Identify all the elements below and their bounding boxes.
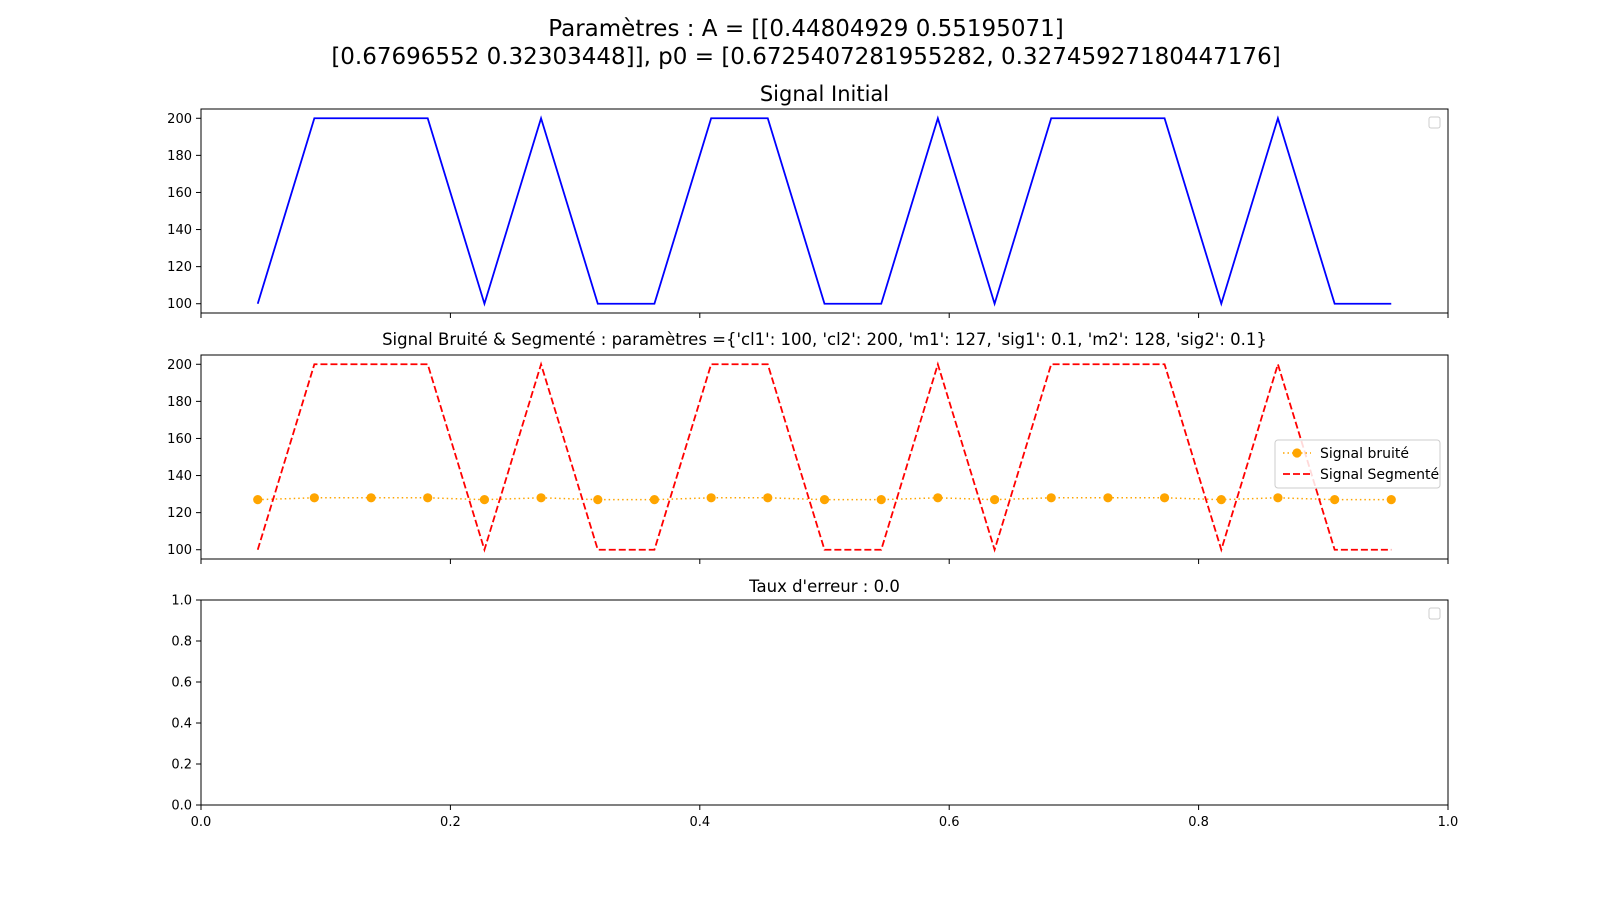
axes-frame (200, 354, 1449, 560)
x-tick-label: 1.0 (1438, 815, 1459, 830)
y-tick-label: 180 (167, 149, 192, 164)
y-tick-label: 200 (167, 358, 192, 373)
data-point (253, 495, 263, 505)
y-tick-label: 0.8 (171, 635, 192, 650)
y-tick-label: 120 (167, 260, 192, 275)
y-tick-label: 200 (167, 112, 192, 127)
y-tick-label: 0.0 (171, 799, 192, 814)
data-point (593, 495, 603, 505)
legend-box (1274, 439, 1441, 489)
data-point (1216, 495, 1226, 505)
data-point (1273, 493, 1283, 503)
data-point (309, 493, 319, 503)
axes-signal-bruite-segmente: Signal Bruité & Segmenté : paramètres ={… (167, 330, 1449, 564)
data-point (1386, 495, 1396, 505)
series-line-signal-segment- (256, 361, 1392, 553)
legend-swatch-marker (1292, 448, 1302, 458)
axes-frame (200, 108, 1449, 314)
legend-label: Signal Segmenté (1320, 467, 1439, 483)
data-point (366, 493, 376, 503)
suptitle-line-1: Paramètres : A = [[0.44804929 0.55195071… (548, 16, 1063, 42)
data-point (763, 493, 773, 503)
axes-frame (200, 599, 1449, 806)
legend-box-empty (1428, 607, 1441, 620)
y-tick-label: 1.0 (171, 594, 192, 609)
x-tick-label: 0.6 (939, 815, 960, 830)
y-tick-label: 100 (167, 297, 192, 312)
data-point (423, 493, 433, 503)
y-tick-label: 160 (167, 432, 192, 447)
axes-title: Signal Initial (760, 82, 889, 106)
data-point (1159, 493, 1170, 503)
legend-label: Signal bruité (1320, 446, 1409, 462)
legend-box-empty (1428, 116, 1441, 129)
y-tick-label: 180 (167, 395, 192, 410)
x-tick-label: 0.0 (191, 815, 212, 830)
y-tick-label: 100 (167, 543, 192, 558)
data-point (1046, 493, 1056, 503)
axes-title: Taux d'erreur : 0.0 (748, 577, 900, 596)
suptitle-line-2: [0.67696552 0.32303448]], p0 = [0.672540… (331, 44, 1280, 70)
series-line-signal-initial (256, 115, 1392, 307)
data-point (706, 493, 716, 503)
x-tick-label: 0.8 (1188, 815, 1209, 830)
data-point (819, 495, 830, 505)
x-tick-label: 0.2 (440, 815, 461, 830)
y-tick-label: 0.6 (171, 676, 192, 691)
axes-taux-erreur: Taux d'erreur : 0.0 0.0 0.2 0.4 0.6 0.8 1.0 0.0… (171, 577, 1458, 830)
y-tick-label: 0.2 (171, 758, 192, 773)
data-point (933, 493, 943, 503)
axes-signal-initial: Signal Initial 100 120 140 160 180 200 (167, 82, 1449, 318)
data-point (479, 495, 490, 505)
data-point (649, 495, 660, 505)
y-tick-label: 160 (167, 186, 192, 201)
data-point (876, 495, 886, 505)
y-tick-label: 0.4 (171, 717, 192, 732)
y-tick-label: 140 (167, 469, 192, 484)
y-tick-label: 140 (167, 223, 192, 238)
x-tick-label: 0.4 (689, 815, 710, 830)
axes-title: Signal Bruité & Segmenté : paramètres ={… (382, 330, 1267, 349)
y-tick-label: 120 (167, 506, 192, 521)
data-point (1330, 495, 1340, 505)
data-point (989, 495, 1000, 505)
data-point (1103, 493, 1113, 503)
data-point (536, 493, 546, 503)
